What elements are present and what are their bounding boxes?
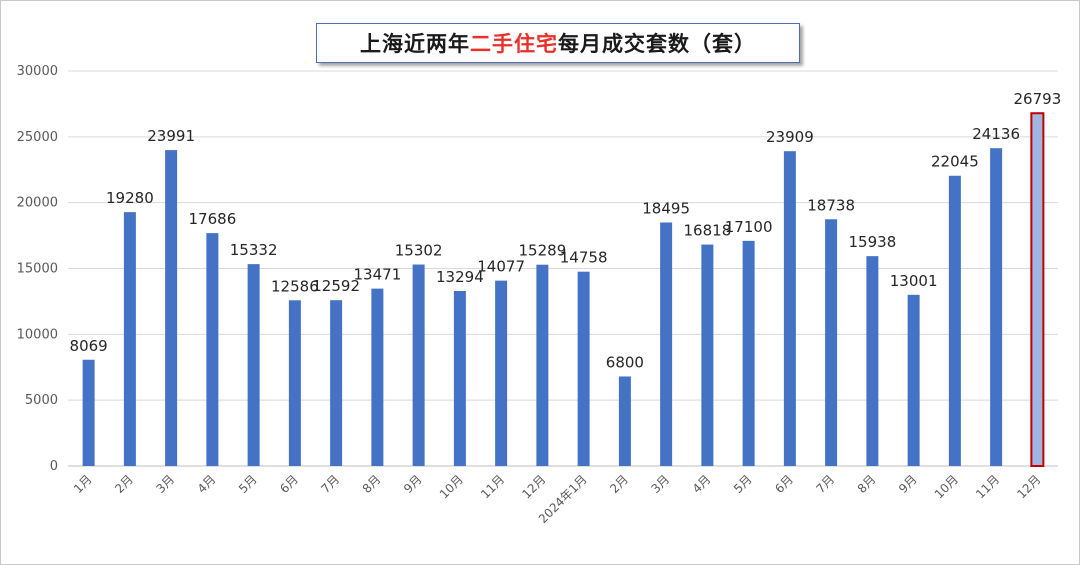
bar [82,359,95,466]
data-label: 14077 [477,258,525,276]
bar [165,150,178,466]
y-tick-label: 30000 [17,64,58,79]
x-tick-label: 8月 [855,472,879,496]
bar [412,264,425,466]
bar [123,212,136,466]
bar [701,244,714,466]
bar [742,240,755,466]
x-tick-label: 1月 [71,472,95,496]
data-label: 16818 [684,222,732,240]
data-label: 18495 [642,199,690,217]
x-tick-label: 3月 [648,472,672,496]
data-label: 22045 [931,153,979,171]
x-tick-label: 9月 [401,472,425,496]
title-part-1: 上海近两年 [360,31,470,56]
bar [660,222,673,466]
bar [990,148,1003,466]
bar [866,256,879,466]
data-label: 13001 [890,272,938,290]
bar [618,376,631,466]
x-tick-label: 11月 [478,472,507,501]
data-label: 8069 [70,337,108,355]
bar [577,271,590,466]
data-label: 13471 [354,266,402,284]
title-highlight: 二手住宅 [470,31,558,56]
bar [948,175,961,466]
bar [206,233,219,466]
data-label: 26793 [1014,90,1062,108]
bar-highlight [1030,112,1045,468]
y-tick-label: 25000 [17,130,58,145]
bar [783,151,796,466]
data-label: 12592 [312,277,360,295]
data-label: 17100 [725,218,773,236]
x-tick-label: 3月 [153,472,177,496]
bar [247,264,260,466]
data-label: 18738 [807,196,855,214]
bar [495,280,508,466]
y-tick-label: 5000 [25,393,58,408]
x-tick-label: 4月 [195,472,219,496]
data-label: 12586 [271,277,319,295]
data-label: 17686 [189,210,237,228]
data-label: 23909 [766,128,814,146]
x-tick-label: 2月 [607,472,631,496]
y-tick-label: 20000 [17,196,58,211]
x-tick-label: 7月 [813,472,837,496]
x-tick-label: 4月 [690,472,714,496]
y-tick-label: 0 [50,459,58,474]
title-part-3: 每月成交套数（套） [558,31,756,56]
data-label: 15332 [230,241,278,259]
x-tick-label: 11月 [973,472,1002,501]
data-label: 13294 [436,268,484,286]
x-tick-label: 10月 [437,472,466,501]
data-label: 24136 [972,125,1020,143]
bar [288,300,301,466]
x-tick-label: 7月 [318,472,342,496]
x-tick-label: 6月 [277,472,301,496]
x-tick-label: 12月 [1014,472,1043,501]
x-tick-label: 9月 [896,472,920,496]
data-label: 23991 [147,127,195,145]
bar [536,264,549,466]
x-tick-label: 5月 [236,472,260,496]
x-tick-label: 6月 [772,472,796,496]
data-label: 14758 [560,249,608,267]
chart-title: 上海近两年 二手住宅 每月成交套数（套） [316,23,800,63]
bar [907,294,920,466]
bar [453,290,466,466]
x-tick-label: 8月 [360,472,384,496]
x-tick-label: 12月 [519,472,548,501]
data-label: 15289 [519,242,567,260]
data-label: 15938 [849,233,897,251]
x-tick-label: 2月 [112,472,136,496]
x-tick-label: 5月 [731,472,755,496]
bar [371,288,384,466]
bar [330,300,343,466]
y-tick-label: 10000 [17,327,58,342]
bar [825,219,838,466]
data-label: 19280 [106,189,154,207]
y-tick-label: 15000 [17,262,58,277]
x-tick-label: 10月 [932,472,961,501]
data-label: 6800 [606,353,644,371]
data-label: 15302 [395,242,443,260]
